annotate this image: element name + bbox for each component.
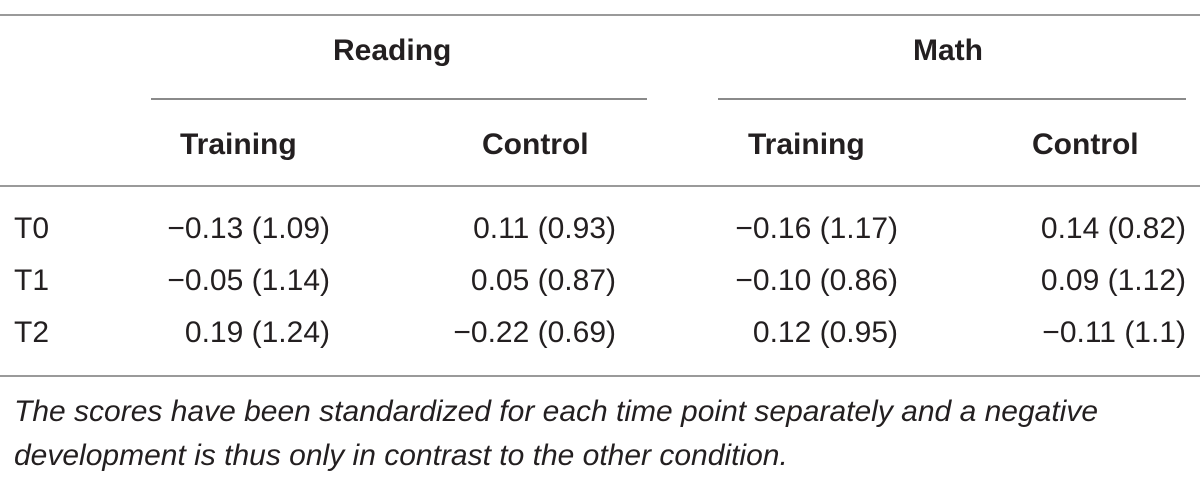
- col-header-reading-control: Control: [482, 128, 589, 161]
- table-footnote: The scores have been standardized for ea…: [14, 395, 1099, 472]
- math-group-rule: [718, 98, 1186, 100]
- cell-math-control: 0.09 (1.12): [1040, 264, 1186, 297]
- cell-reading-control: −0.22 (0.69): [453, 316, 616, 349]
- cell-math-training: 0.12 (0.95): [752, 316, 898, 349]
- row-label: T0: [14, 212, 50, 245]
- row-label: T1: [14, 264, 50, 297]
- cell-reading-training: −0.13 (1.09): [167, 212, 330, 245]
- group-header-reading: Reading: [333, 34, 452, 67]
- cell-reading-training: 0.19 (1.24): [184, 316, 330, 349]
- cell-math-control: −0.11 (1.1): [1042, 316, 1186, 349]
- col-header-reading-training: Training: [180, 128, 297, 161]
- col-header-math-training: Training: [748, 128, 865, 161]
- table-bottom-rule: [0, 375, 1200, 377]
- group-header-math: Math: [913, 34, 983, 67]
- cell-math-training: −0.16 (1.17): [735, 212, 898, 245]
- header-bottom-rule: [0, 185, 1200, 187]
- cell-reading-control: 0.05 (0.87): [470, 264, 616, 297]
- row-label: T2: [14, 316, 50, 349]
- cell-math-control: 0.14 (0.82): [1040, 212, 1186, 245]
- reading-group-rule: [151, 98, 647, 100]
- cell-reading-training: −0.05 (1.14): [167, 264, 330, 297]
- cell-math-training: −0.10 (0.86): [735, 264, 898, 297]
- cell-reading-control: 0.11 (0.93): [473, 212, 616, 245]
- table-top-rule: [0, 14, 1200, 16]
- col-header-math-control: Control: [1032, 128, 1139, 161]
